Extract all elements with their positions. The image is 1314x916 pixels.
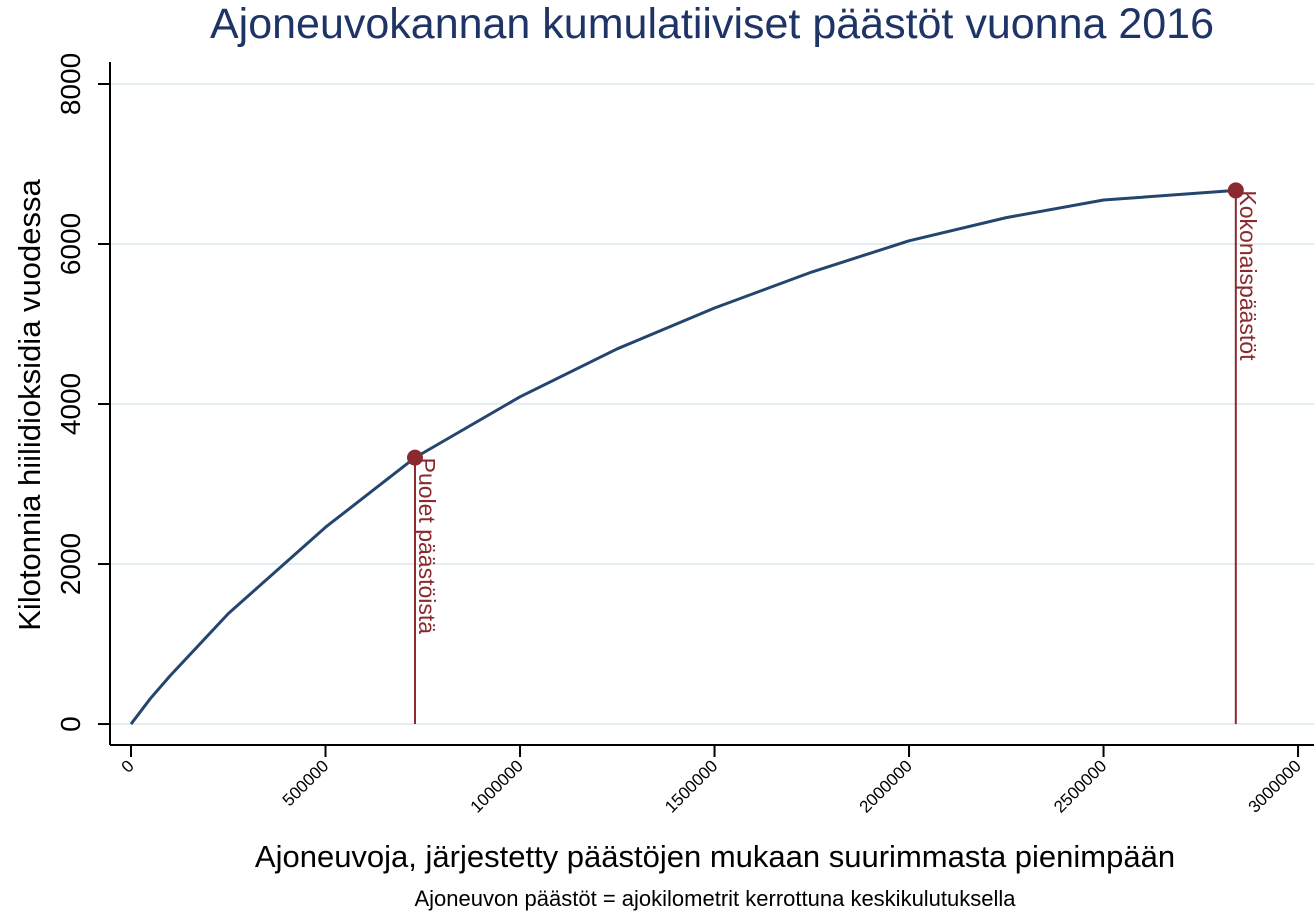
x-tick-label: 1000000 <box>467 756 527 816</box>
marker-label: Kokonaispäästöt <box>1235 190 1261 361</box>
y-tick-label: 6000 <box>55 213 86 275</box>
note: Ajoneuvon päästöt = ajokilometrit kerrot… <box>414 886 1016 911</box>
marker-point <box>406 449 423 466</box>
chart-title: Ajoneuvokannan kumulatiiviset päästöt vu… <box>210 0 1214 48</box>
x-tick-label: 500000 <box>279 756 333 810</box>
x-tick-label: 2000000 <box>856 756 916 816</box>
line <box>129 188 1236 725</box>
y-tick-label: 0 <box>55 716 86 732</box>
marker-point <box>1227 182 1244 199</box>
x-tick-label: 1500000 <box>661 756 721 816</box>
y-tick-label: 4000 <box>55 373 86 435</box>
x-tick-label: 3000000 <box>1245 756 1305 816</box>
y-tick-label: 8000 <box>55 53 86 115</box>
x-tick-label: 0 <box>118 756 138 776</box>
y-tick-label: 2000 <box>55 533 86 595</box>
marker-label: Puolet päästöistä <box>414 458 440 635</box>
x-tick-label: 2500000 <box>1050 756 1110 816</box>
x-axis-title: Ajoneuvoja, järjestetty päästöjen mukaan… <box>255 839 1175 874</box>
y-axis-title: Kilotonnia hiilidioksidia vuodessa <box>12 178 47 630</box>
